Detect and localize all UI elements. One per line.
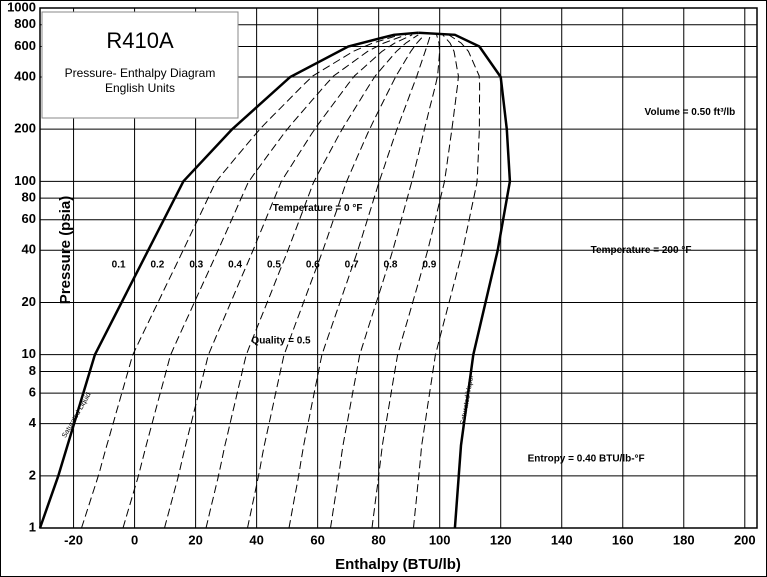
chart-subtitle: Pressure- Enthalpy Diagram <box>65 66 216 80</box>
y-tick-label: 400 <box>14 68 36 83</box>
quality-label: 0.4 <box>228 259 242 270</box>
x-tick-label: -20 <box>64 532 83 547</box>
annotation: Temperature = 0 °F <box>273 203 363 214</box>
annotation: Entropy = 0.40 BTU/lb-°F <box>528 454 645 465</box>
quality-label: 0.1 <box>112 259 126 270</box>
y-tick-label: 10 <box>22 346 36 361</box>
y-tick-label: 1000 <box>7 0 36 14</box>
x-tick-label: 40 <box>249 532 263 547</box>
x-tick-label: 160 <box>612 532 634 547</box>
x-tick-label: 200 <box>734 532 756 547</box>
y-axis-label: Pressure (psia) <box>57 196 74 304</box>
chart-title: R410A <box>106 28 174 53</box>
y-tick-label: 80 <box>22 190 36 205</box>
y-tick-label: 20 <box>22 294 36 309</box>
quality-label: 0.7 <box>345 259 359 270</box>
y-tick-label: 1 <box>29 519 36 534</box>
annotation: Volume = 0.50 ft³/lb <box>645 107 736 118</box>
x-tick-label: 80 <box>371 532 385 547</box>
saturation-curve <box>418 31 512 529</box>
y-tick-label: 6 <box>29 385 36 400</box>
x-tick-label: 20 <box>188 532 202 547</box>
y-tick-label: 600 <box>14 38 36 53</box>
quality-line <box>205 34 419 529</box>
quality-line <box>288 34 431 529</box>
quality-line <box>81 34 401 529</box>
x-tick-label: 100 <box>429 532 451 547</box>
annotation: Quality = 0.5 <box>251 336 311 347</box>
quality-line <box>122 34 407 529</box>
quality-label: 0.6 <box>306 259 320 270</box>
quality-label: 0.5 <box>267 259 281 270</box>
x-axis-label: Enthalpy (BTU/lb) <box>335 556 461 573</box>
y-tick-label: 200 <box>14 121 36 136</box>
title-box <box>41 11 239 119</box>
quality-line <box>247 34 425 529</box>
y-tick-label: 800 <box>14 16 36 31</box>
x-tick-label: 140 <box>551 532 573 547</box>
quality-label: 0.9 <box>422 259 436 270</box>
saturation-curve <box>38 31 419 529</box>
quality-line <box>330 34 441 529</box>
y-tick-label: 60 <box>22 211 36 226</box>
x-tick-label: 0 <box>131 532 138 547</box>
y-tick-label: 8 <box>29 363 36 378</box>
x-tick-label: 120 <box>490 532 512 547</box>
quality-label: 0.8 <box>384 259 398 270</box>
quality-label: 0.3 <box>189 259 203 270</box>
y-tick-label: 100 <box>14 173 36 188</box>
y-tick-label: 2 <box>29 467 36 482</box>
quality-line <box>164 34 413 529</box>
x-tick-label: 180 <box>673 532 695 547</box>
y-tick-label: 4 <box>29 415 37 430</box>
quality-label: 0.2 <box>150 259 164 270</box>
chart-subtitle: English Units <box>105 81 175 95</box>
x-tick-label: 60 <box>310 532 324 547</box>
annotation: Temperature = 200 °F <box>591 245 692 256</box>
plot-border <box>39 7 758 529</box>
y-tick-label: 40 <box>22 242 36 257</box>
